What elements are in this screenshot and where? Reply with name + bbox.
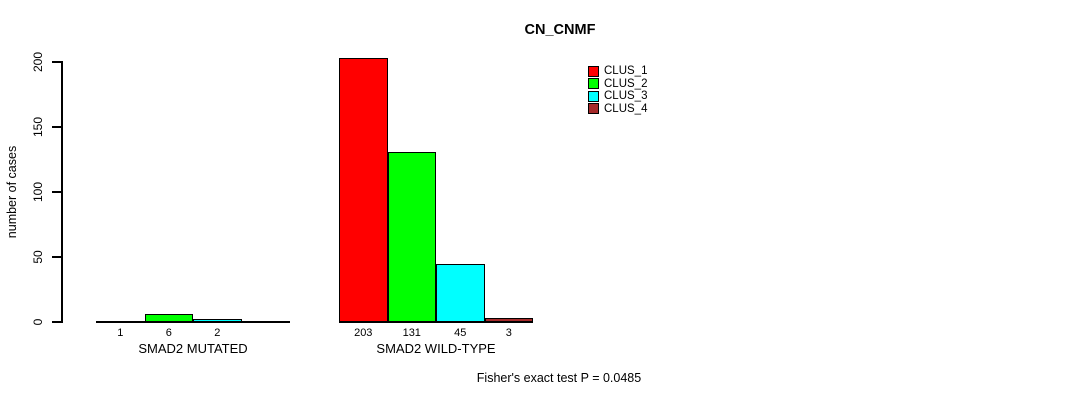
legend-label: CLUS_4: [604, 102, 648, 115]
bar-value-label: 6: [165, 327, 172, 339]
bar-value-label: 203: [354, 327, 373, 339]
legend-swatch-clus_3: [588, 90, 599, 102]
legend-swatch-clus_4: [588, 103, 599, 114]
footnote-fisher-test: Fisher's exact test P = 0.0485: [476, 371, 642, 385]
y-tick-mark: [52, 126, 62, 128]
bar-clus_2-group1: [387, 151, 436, 323]
bar-value-label: 1: [117, 327, 124, 339]
chart-title: CN_CNMF: [524, 22, 596, 38]
y-tick-mark: [52, 256, 62, 258]
legend-item-clus_3: CLUS_3: [588, 90, 647, 102]
bar-clus_3-group1: [436, 263, 485, 323]
legend-label: CLUS_3: [604, 90, 648, 102]
y-tick-mark: [52, 61, 62, 63]
legend-swatch-clus_1: [588, 65, 599, 77]
x-category-label-smad2-mutated: SMAD2 MUTATED: [138, 341, 248, 356]
bar-value-label: 45: [454, 327, 467, 339]
bar-value-label: 3: [505, 327, 512, 339]
bar-value-label: 131: [402, 327, 421, 339]
y-tick-label: 150: [31, 116, 45, 138]
y-tick-label: 0: [31, 318, 45, 326]
legend-label: CLUS_2: [604, 77, 648, 90]
bar-clus_1-group1: [339, 58, 388, 323]
legend-item-clus_4: CLUS_4: [588, 103, 647, 115]
legend-item-clus_2: CLUS_2: [588, 78, 647, 90]
y-tick-label: 100: [31, 181, 45, 203]
group-baseline: [339, 321, 533, 323]
legend-swatch-clus_2: [588, 78, 599, 89]
y-tick-mark: [52, 321, 62, 323]
legend-item-clus_1: CLUS_1: [588, 65, 647, 77]
x-category-label-smad2-wild-type: SMAD2 WILD-TYPE: [376, 341, 496, 356]
legend-label: CLUS_1: [604, 65, 648, 77]
group-baseline: [96, 321, 290, 323]
y-tick-label: 50: [31, 250, 45, 264]
bar-value-label: 2: [214, 327, 221, 339]
y-tick-mark: [52, 191, 62, 193]
y-tick-label: 200: [31, 51, 45, 73]
